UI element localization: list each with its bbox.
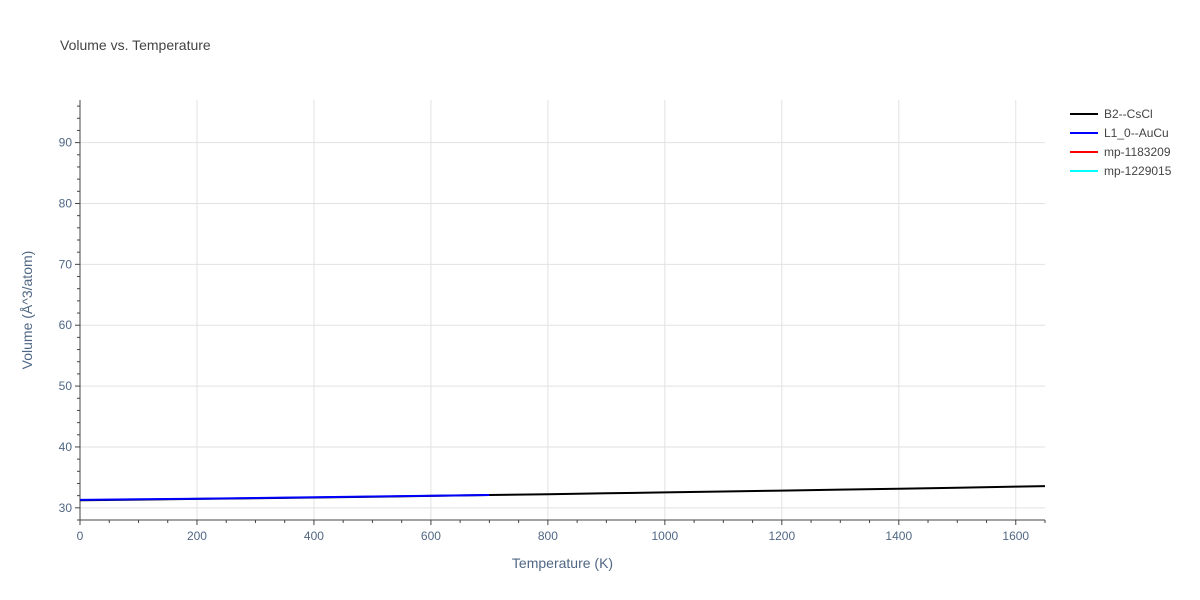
axes [75,100,1046,525]
x-tick-label: 1200 [768,529,795,543]
legend-item-l1-0-aucu[interactable]: L1_0--AuCu [1070,126,1169,140]
x-tick-label: 1000 [651,529,678,543]
legend-label: B2--CsCl [1104,107,1153,121]
legend-item-mp-1229015[interactable]: mp-1229015 [1070,164,1172,178]
y-tick-label: 50 [59,379,73,393]
tick-labels: 0 200 400 600 800 1000 1200 1400 1600 30 40 50 60 70 8… [59,136,1030,543]
grid [80,100,1045,520]
x-tick-label: 1600 [1002,529,1029,543]
chart-title: Volume vs. Temperature [60,37,211,53]
y-tick-label: 80 [59,196,73,210]
legend-label: mp-1183209 [1104,145,1171,159]
x-tick-label: 400 [304,529,324,543]
x-axis-label: Temperature (K) [512,555,613,571]
legend-item-b2-cscl[interactable]: B2--CsCl [1070,107,1153,121]
y-tick-label: 60 [59,318,73,332]
series-line-l1-0-aucu [79,494,490,501]
x-tick-label: 600 [421,529,441,543]
legend-label: mp-1229015 [1104,164,1172,178]
legend-label: L1_0--AuCu [1104,126,1169,140]
plot-area [79,485,1046,502]
x-tick-label: 0 [77,529,84,543]
x-tick-label: 800 [538,529,558,543]
y-tick-label: 70 [59,257,73,271]
y-tick-label: 40 [59,440,73,454]
x-tick-label: 200 [187,529,207,543]
y-tick-label: 90 [59,136,73,150]
legend[interactable]: B2--CsCl L1_0--AuCu mp-1183209 mp-1229015 [1070,107,1172,178]
y-axis-label: Volume (Å^3/atom) [19,251,35,370]
legend-item-mp-1183209[interactable]: mp-1183209 [1070,145,1171,159]
x-tick-label: 1400 [885,529,912,543]
y-tick-label: 30 [59,501,73,515]
